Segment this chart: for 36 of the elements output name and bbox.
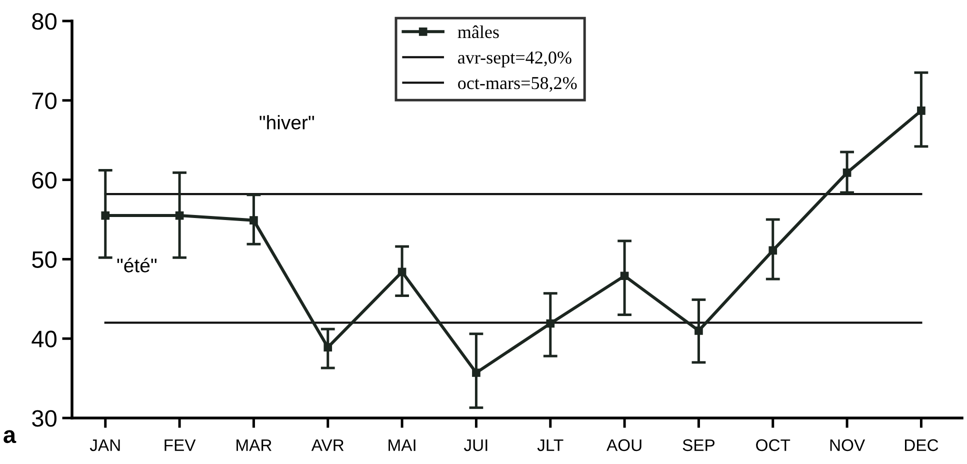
annotation: "hiver": [260, 115, 314, 130]
legend-label: oct-mars=58,2%: [458, 76, 577, 92]
y-tick-label: 60: [32, 172, 56, 189]
y-tick-label: 40: [32, 330, 56, 348]
legend-label: mâles: [458, 25, 499, 38]
x-tick-label: SEP: [682, 439, 715, 452]
x-tick-label: FEV: [164, 439, 196, 451]
x-tick-label: MAR: [236, 439, 272, 451]
point: [917, 106, 926, 115]
point: [768, 246, 778, 255]
point: [472, 368, 480, 377]
point: [324, 343, 332, 352]
point: [175, 211, 184, 220]
x-tick-label: DEC: [904, 439, 938, 452]
point: [842, 168, 852, 177]
x-tick-label: OCT: [756, 439, 790, 452]
point: [398, 268, 406, 276]
point: [620, 272, 629, 280]
x-tick-label: JAN: [90, 439, 120, 452]
y-tick-label: 50: [32, 251, 56, 268]
text: a: [4, 430, 16, 444]
y-tick-label: 80: [32, 13, 56, 30]
point: [546, 319, 555, 328]
x-tick-label: JUI: [464, 439, 488, 452]
annotation: "été": [117, 258, 157, 272]
y-tick-label: 30: [32, 410, 56, 427]
x-tick-label: AVR: [311, 439, 344, 451]
x-tick-label: MAI: [388, 439, 416, 451]
point: [694, 326, 703, 335]
y-tick-label: 70: [32, 92, 56, 110]
legend-label: avr-sept=42,0%: [458, 51, 572, 68]
x-tick-label: NOV: [830, 439, 866, 452]
point: [250, 216, 258, 224]
x-tick-label: JLT: [537, 439, 564, 452]
x-tick-label: AOU: [606, 439, 642, 452]
point: [101, 211, 110, 220]
